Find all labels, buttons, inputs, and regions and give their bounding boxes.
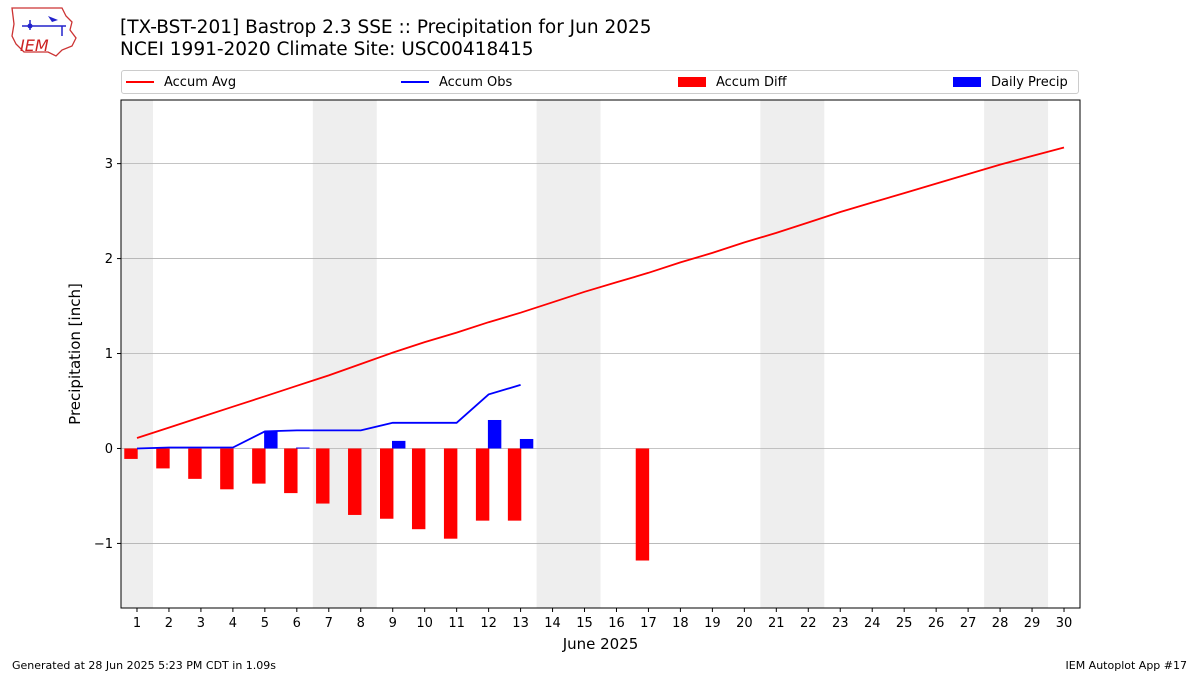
accum-diff-bar-day-7 bbox=[316, 448, 330, 504]
x-tick-label-18: 18 bbox=[672, 616, 689, 631]
y-tick-label-2: 2 bbox=[105, 252, 113, 267]
accum-diff-bar-day-2 bbox=[156, 448, 170, 469]
iem-logo: IEM bbox=[11, 7, 77, 57]
y-axis-label: Precipitation [inch] bbox=[66, 283, 84, 425]
y-tick-label-0: 0 bbox=[105, 442, 113, 457]
legend: Accum Avg Accum Obs Accum Diff Daily Pre… bbox=[121, 70, 1079, 94]
x-tick-label-8: 8 bbox=[357, 616, 365, 631]
x-tick-label-22: 22 bbox=[800, 616, 817, 631]
accum-diff-bar-day-6 bbox=[284, 448, 298, 494]
legend-item-accum-diff: Accum Diff bbox=[678, 71, 787, 93]
x-tick-label-6: 6 bbox=[293, 616, 301, 631]
x-tick-label-3: 3 bbox=[197, 616, 205, 631]
accum-diff-bar-day-9 bbox=[380, 448, 394, 519]
accum-diff-bar-day-5 bbox=[252, 448, 266, 484]
x-tick-label-29: 29 bbox=[1024, 616, 1041, 631]
daily-precip-bar-day-6 bbox=[296, 447, 310, 449]
accum-diff-bar-day-1 bbox=[124, 448, 138, 459]
accum-diff-bar-day-11 bbox=[443, 448, 458, 539]
legend-swatch-accum-obs bbox=[401, 81, 429, 83]
title-line-1: [TX-BST-201] Bastrop 2.3 SSE :: Precipit… bbox=[120, 17, 652, 38]
x-tick-label-26: 26 bbox=[928, 616, 945, 631]
iowa-outline-icon bbox=[11, 7, 77, 57]
y-tick-label--1: −1 bbox=[94, 537, 113, 552]
x-tick-label-12: 12 bbox=[480, 616, 497, 631]
accum-diff-bar-day-13 bbox=[507, 448, 522, 521]
x-tick-label-13: 13 bbox=[512, 616, 529, 631]
legend-swatch-daily-precip bbox=[953, 77, 981, 87]
daily-precip-bar-day-9 bbox=[392, 440, 406, 449]
x-tick-label-2: 2 bbox=[165, 616, 173, 631]
x-tick-label-21: 21 bbox=[768, 616, 785, 631]
footer-app: IEM Autoplot App #17 bbox=[1065, 659, 1188, 672]
x-tick-label-4: 4 bbox=[229, 616, 237, 631]
x-tick-label-30: 30 bbox=[1056, 616, 1073, 631]
daily-precip-bar-day-13 bbox=[519, 438, 534, 449]
x-axis-label: June 2025 bbox=[562, 635, 639, 653]
legend-swatch-accum-diff bbox=[678, 77, 706, 87]
x-tick-label-10: 10 bbox=[416, 616, 433, 631]
legend-item-accum-avg: Accum Avg bbox=[126, 71, 236, 93]
accum-diff-bar-day-3 bbox=[188, 448, 202, 479]
weekend-band-0 bbox=[121, 100, 153, 608]
legend-label-accum-avg: Accum Avg bbox=[164, 74, 237, 90]
legend-item-accum-obs: Accum Obs bbox=[401, 71, 512, 93]
logo-text: IEM bbox=[20, 36, 49, 55]
x-tick-label-20: 20 bbox=[736, 616, 753, 631]
legend-item-daily-precip: Daily Precip bbox=[953, 71, 1068, 93]
x-tick-label-27: 27 bbox=[960, 616, 977, 631]
accum-diff-bar-day-10 bbox=[411, 448, 426, 530]
accum-diff-bar-day-8 bbox=[348, 448, 362, 515]
accum-obs-line bbox=[136, 384, 521, 450]
x-tick-label-1: 1 bbox=[133, 616, 141, 631]
accum-diff-bar-day-4 bbox=[220, 448, 234, 490]
x-tick-label-16: 16 bbox=[608, 616, 625, 631]
x-tick-label-24: 24 bbox=[864, 616, 881, 631]
legend-swatch-accum-avg bbox=[126, 81, 154, 83]
x-tick-label-25: 25 bbox=[896, 616, 913, 631]
x-tick-label-15: 15 bbox=[576, 616, 593, 631]
accum-diff-bar-day-12 bbox=[475, 448, 490, 521]
legend-label-accum-diff: Accum Diff bbox=[716, 74, 787, 90]
daily-precip-bar-day-12 bbox=[487, 419, 502, 449]
x-tick-label-17: 17 bbox=[640, 616, 657, 631]
y-tick-label-3: 3 bbox=[105, 157, 113, 172]
x-tick-label-23: 23 bbox=[832, 616, 849, 631]
x-tick-label-7: 7 bbox=[325, 616, 333, 631]
x-tick-label-19: 19 bbox=[704, 616, 721, 631]
legend-label-accum-obs: Accum Obs bbox=[439, 74, 513, 90]
x-tick-label-11: 11 bbox=[448, 616, 465, 631]
weekend-band-2 bbox=[536, 100, 601, 608]
accum-diff-bar-day-17 bbox=[635, 448, 650, 561]
weekend-band-4 bbox=[984, 100, 1049, 608]
daily-precip-bar-day-5 bbox=[264, 431, 278, 449]
x-tick-label-28: 28 bbox=[992, 616, 1009, 631]
y-tick-label-1: 1 bbox=[105, 347, 113, 362]
footer-generated: Generated at 28 Jun 2025 5:23 PM CDT in … bbox=[12, 659, 277, 672]
x-tick-label-14: 14 bbox=[544, 616, 561, 631]
x-tick-label-5: 5 bbox=[261, 616, 269, 631]
weekend-band-1 bbox=[312, 100, 377, 608]
legend-label-daily-precip: Daily Precip bbox=[991, 74, 1068, 90]
title-line-2: NCEI 1991-2020 Climate Site: USC00418415 bbox=[120, 39, 534, 60]
accum-avg-line bbox=[136, 146, 1065, 439]
weekend-band-3 bbox=[760, 100, 825, 608]
chart-title: [TX-BST-201] Bastrop 2.3 SSE :: Precipit… bbox=[120, 17, 652, 61]
x-tick-label-9: 9 bbox=[389, 616, 397, 631]
